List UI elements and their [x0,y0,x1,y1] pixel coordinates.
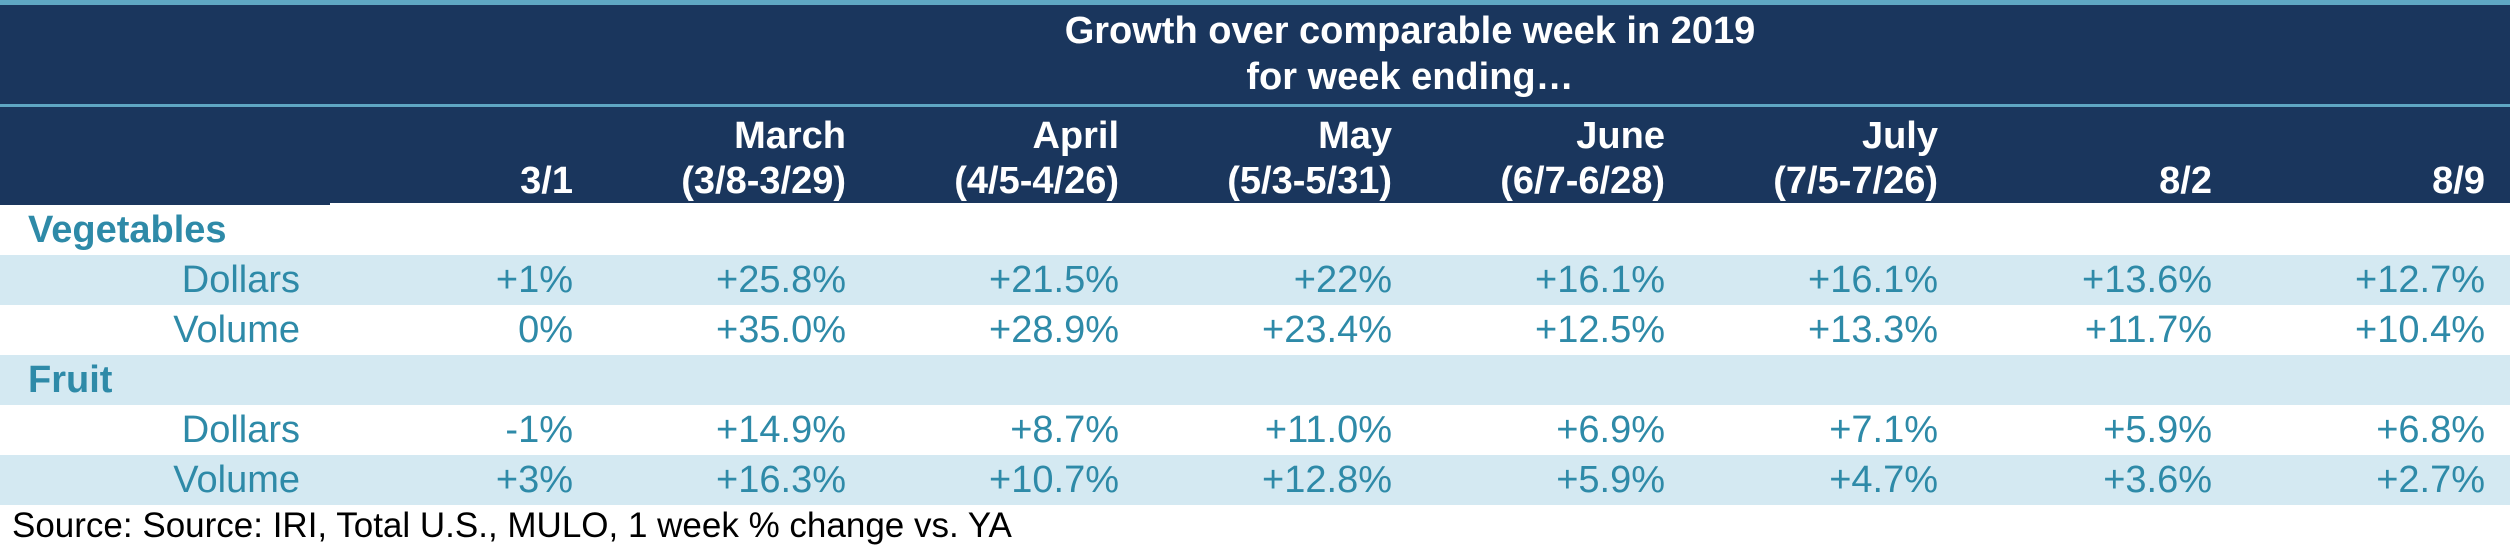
row-label-vegetables-dollars: Dollars [181,259,300,301]
table-cell: +11.0% [1264,409,1392,451]
table-cell: +5.9% [2103,409,2212,451]
table-cell: +4.7% [1829,459,1938,501]
row-label-fruit-dollars: Dollars [181,409,300,451]
column-header-5-line-1: June [1576,115,1665,157]
column-header-3-line-2: (4/5-4/26) [954,160,1119,202]
table-cell: +2.7% [2376,459,2485,501]
column-header-4-line-1: May [1318,115,1392,157]
group-label-fruit: Fruit [28,359,113,401]
table-cell: +6.8% [2376,409,2485,451]
group-label-vegetables: Vegetables [28,209,227,251]
table-cell: +25.8% [716,259,846,301]
table-cell: +35.0% [716,309,846,351]
table-cell: +5.9% [1556,459,1665,501]
table-cell: +11.7% [2084,309,2212,351]
table-cell: +10.4% [2355,309,2485,351]
table-cell: +16.1% [1535,259,1665,301]
table-cell: +3% [495,459,573,501]
table-cell: +7.1% [1829,409,1938,451]
row-band [0,255,2510,305]
column-header-6-line-1: July [1861,115,1938,157]
table-cell: +14.9% [716,409,846,451]
table-cell: +22% [1293,259,1392,301]
column-header-8-line-2: 8/9 [2432,160,2485,202]
column-header-4-line-2: (5/3-5/31) [1227,160,1392,202]
column-header-6-line-2: (7/5-7/26) [1773,160,1938,202]
table-cell: -1% [505,409,573,451]
table-cell: +12.5% [1535,309,1665,351]
row-band [0,455,2510,505]
table-cell: +3.6% [2103,459,2212,501]
column-header-2-line-2: (3/8-3/29) [681,160,846,202]
table-cell: +10.7% [989,459,1119,501]
header-top-rule [0,0,2510,5]
table-cell: +8.7% [1010,409,1119,451]
table-cell: +1% [495,259,573,301]
row-label-vegetables-volume: Volume [173,309,300,351]
table-cell: +16.1% [1808,259,1938,301]
table-cell: 0% [518,309,573,351]
header-stub-underline [0,203,330,205]
table-cell: +12.8% [1262,459,1392,501]
source-note: Source: Source: IRI, Total U.S., MULO, 1… [12,506,1012,545]
column-header-7-line-2: 8/2 [2159,160,2212,202]
header-title-band [0,5,2510,104]
table-cell: +16.3% [716,459,846,501]
column-header-2-line-1: March [734,115,846,157]
row-label-fruit-volume: Volume [173,459,300,501]
header-middle-rule [0,104,2510,107]
row-band [0,355,2510,405]
table-cell: +13.3% [1808,309,1938,351]
table-cell: +13.6% [2082,259,2212,301]
header-columns-band [0,107,2510,203]
table-cell: +21.5% [989,259,1119,301]
table-cell: +12.7% [2355,259,2485,301]
table-cell: +6.9% [1556,409,1665,451]
table-title-line-2: for week ending… [1246,56,1574,98]
column-header-3-line-1: April [1032,115,1119,157]
column-header-1-line-2: 3/1 [520,160,573,202]
column-header-5-line-2: (6/7-6/28) [1500,160,1665,202]
table-cell: +28.9% [989,309,1119,351]
table-title-line-1: Growth over comparable week in 2019 [1064,10,1756,52]
table-cell: +23.4% [1262,309,1392,351]
